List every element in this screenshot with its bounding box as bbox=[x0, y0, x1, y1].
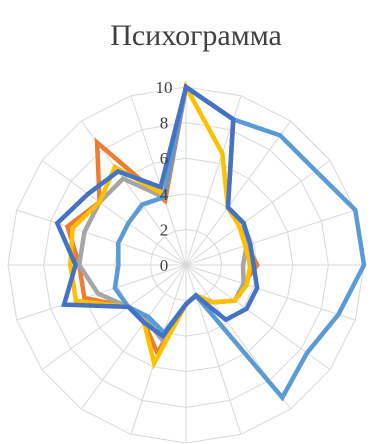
tick-label-6: 6 bbox=[160, 149, 169, 168]
radar-spoke bbox=[185, 264, 356, 321]
tick-label-8: 8 bbox=[160, 114, 169, 133]
radar-ring bbox=[7, 86, 365, 444]
radar-spoke bbox=[185, 159, 331, 266]
radar-spoke bbox=[16, 264, 187, 321]
radar-ring bbox=[149, 228, 223, 302]
tick-label-0: 0 bbox=[160, 256, 169, 275]
radar-spoke bbox=[41, 159, 187, 266]
radar-spoke bbox=[80, 264, 187, 410]
radar-spoke bbox=[185, 264, 242, 435]
radar-spoke bbox=[185, 120, 292, 266]
radar-spoke bbox=[185, 209, 356, 266]
radar-tick-labels: 0 2 4 6 8 10 bbox=[156, 78, 173, 275]
radar-grid bbox=[7, 86, 365, 444]
radar-series-group bbox=[54, 80, 367, 402]
radar-ring bbox=[43, 122, 329, 408]
chart-title: Психограмма bbox=[110, 19, 282, 52]
tick-label-10: 10 bbox=[156, 78, 173, 97]
tick-label-4: 4 bbox=[160, 185, 169, 204]
radar-spoke bbox=[16, 209, 187, 266]
radar-spoke bbox=[130, 95, 187, 266]
radar-spoke bbox=[41, 264, 187, 371]
tick-label-2: 2 bbox=[160, 220, 169, 239]
radar-series-5 bbox=[54, 83, 260, 340]
